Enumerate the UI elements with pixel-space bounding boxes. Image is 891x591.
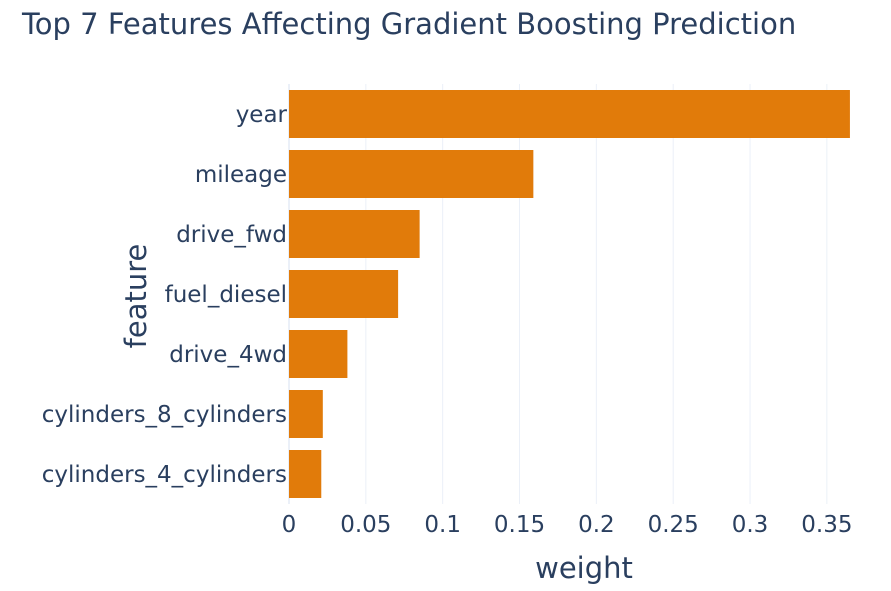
bar-fuel-diesel[interactable]	[289, 270, 399, 318]
bar-year[interactable]	[289, 90, 850, 138]
bar-cylinders-8-cylinders[interactable]	[289, 390, 323, 438]
bar-drive-4wd[interactable]	[289, 330, 348, 378]
x-tick-label: 0.3	[732, 512, 769, 538]
y-category-label: drive_4wd	[169, 342, 287, 368]
bar-layer	[289, 90, 850, 498]
bar-drive-fwd[interactable]	[289, 210, 420, 258]
y-category-label: cylinders_4_cylinders	[42, 462, 287, 488]
x-tick-label: 0.35	[801, 512, 852, 538]
y-category-label: fuel_diesel	[165, 282, 287, 308]
x-tick-labels: 0 0.05 0.1 0.15 0.2 0.25 0.3 0.35	[282, 512, 853, 538]
bar-cylinders-4-cylinders[interactable]	[289, 450, 322, 498]
x-tick-label: 0.2	[578, 512, 615, 538]
y-category-label: mileage	[195, 162, 287, 188]
y-category-label: cylinders_8_cylinders	[42, 402, 287, 428]
x-tick-label: 0.1	[424, 512, 461, 538]
x-tick-label: 0.25	[648, 512, 699, 538]
y-axis-title: feature	[119, 244, 153, 349]
y-category-label: year	[236, 102, 288, 128]
y-category-label: drive_fwd	[176, 222, 287, 248]
x-tick-label: 0	[282, 512, 297, 538]
x-tick-label: 0.05	[340, 512, 391, 538]
x-tick-label: 0.15	[494, 512, 545, 538]
y-category-labels: year mileage drive_fwd fuel_diesel drive_4wd…	[42, 102, 288, 488]
chart-title: Top 7 Features Affecting Gradient Boosti…	[21, 7, 796, 41]
x-axis-title: weight	[535, 551, 633, 585]
bar-mileage[interactable]	[289, 150, 534, 198]
